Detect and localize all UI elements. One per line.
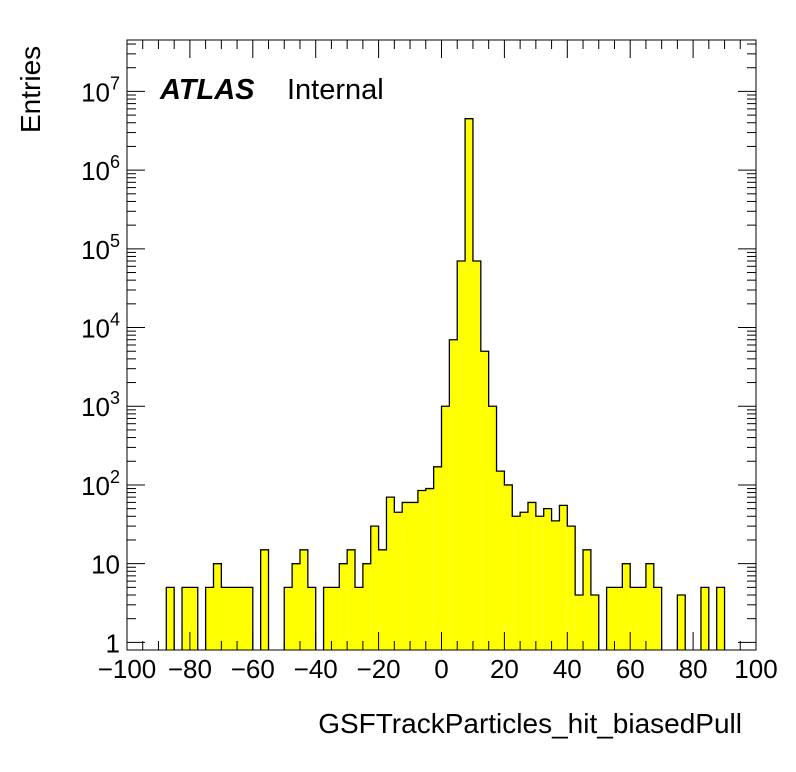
- histogram-bar: [614, 587, 623, 650]
- histogram-bar: [331, 587, 340, 650]
- histogram-bar: [182, 587, 190, 650]
- histogram-bar: [559, 505, 568, 650]
- histogram-bar: [347, 549, 356, 650]
- x-axis-title: GSFTrackParticles_hit_biasedPull: [318, 708, 742, 739]
- histogram-bar: [472, 261, 481, 650]
- y-tick-label: 102: [81, 467, 120, 501]
- histogram-bar: [677, 594, 686, 650]
- histogram-bar: [410, 502, 418, 650]
- y-tick-label: 10: [91, 550, 120, 580]
- histogram-bar: [292, 563, 300, 650]
- histogram-bar: [512, 516, 521, 650]
- x-tick-label: 60: [616, 654, 645, 684]
- histogram-bar: [386, 497, 395, 650]
- histogram-bar: [244, 587, 253, 650]
- histogram-bar: [606, 587, 615, 650]
- y-tick-label: 106: [81, 152, 120, 186]
- x-tick-label: 0: [434, 654, 448, 684]
- histogram-bar: [355, 587, 363, 650]
- histogram-bar: [213, 563, 222, 650]
- histogram-bar: [433, 466, 442, 650]
- histogram-bar: [590, 594, 599, 650]
- internal-label: Internal: [287, 74, 384, 106]
- histogram-bar: [465, 118, 473, 650]
- plot-frame: [126, 39, 757, 651]
- y-tick-labels: 1 10 102 103 104 105 106 107: [81, 73, 120, 658]
- y-tick-label: 105: [81, 231, 120, 265]
- histogram-bar: [700, 587, 709, 650]
- y-axis-title: Entries: [15, 46, 46, 133]
- histogram-bar: [551, 520, 560, 650]
- histogram-bar: [583, 549, 591, 650]
- histogram-bar: [189, 587, 198, 650]
- x-tick-label: −20: [357, 654, 401, 684]
- histogram-bar: [323, 587, 332, 650]
- histogram-bar: [653, 587, 662, 650]
- x-tick-label: −80: [168, 654, 212, 684]
- y-tick-label: 103: [81, 388, 120, 422]
- histogram-bar: [417, 490, 426, 650]
- x-tick-label: 100: [734, 654, 777, 684]
- histogram-bar: [221, 587, 230, 650]
- histogram-bar: [449, 339, 458, 650]
- histogram-bar: [441, 406, 450, 650]
- histogram-bar: [205, 587, 214, 650]
- histogram-bar: [394, 512, 403, 650]
- histogram-bar: [339, 563, 348, 650]
- histogram-bar: [638, 587, 646, 650]
- histogram-bar: [480, 351, 489, 650]
- histogram-bar: [567, 526, 576, 650]
- x-tick-label: −60: [231, 654, 275, 684]
- histogram-bar: [622, 563, 631, 650]
- histogram-bar: [378, 549, 387, 650]
- histogram-bar: [520, 512, 528, 650]
- x-tick-labels: −100 −80 −60 −40 −20 0 20 40 60 80 100: [98, 654, 778, 684]
- histogram-bar: [402, 502, 411, 650]
- histogram-bar: [260, 549, 269, 650]
- histogram-bar: [284, 587, 293, 650]
- histogram-bar: [237, 587, 245, 650]
- histogram-bar: [362, 563, 371, 650]
- histogram-bar: [527, 502, 536, 650]
- x-tick-label: −100: [98, 654, 157, 684]
- histogram-bar: [425, 488, 434, 650]
- histogram-bar: [716, 587, 725, 650]
- histogram-bar: [575, 594, 584, 650]
- histogram-outline: [165, 118, 726, 650]
- x-tick-label: 20: [490, 654, 519, 684]
- y-tick-label: 107: [81, 73, 120, 107]
- histogram-bar: [229, 587, 238, 650]
- histogram-bar: [457, 261, 466, 650]
- histogram-bar: [543, 508, 552, 650]
- x-tick-label: 80: [679, 654, 708, 684]
- histogram-bar: [645, 563, 654, 650]
- x-tick-label: 40: [553, 654, 582, 684]
- y-tick-label: 104: [81, 310, 120, 344]
- histogram-bar: [370, 526, 379, 650]
- histogram-bar: [535, 516, 544, 650]
- histogram-bar: [504, 484, 513, 650]
- histogram-bar: [630, 587, 639, 650]
- histogram-bar: [166, 587, 175, 650]
- atlas-label: ATLAS: [159, 74, 255, 106]
- histogram-bar: [496, 471, 505, 650]
- x-tick-label: −40: [294, 654, 338, 684]
- histogram-bar: [307, 587, 316, 650]
- histogram-bar: [299, 549, 308, 650]
- y-tick-label: 1: [106, 628, 120, 658]
- histogram-bar: [488, 406, 497, 650]
- axis-ticks: [126, 40, 757, 650]
- histogram-bars: [165, 118, 726, 650]
